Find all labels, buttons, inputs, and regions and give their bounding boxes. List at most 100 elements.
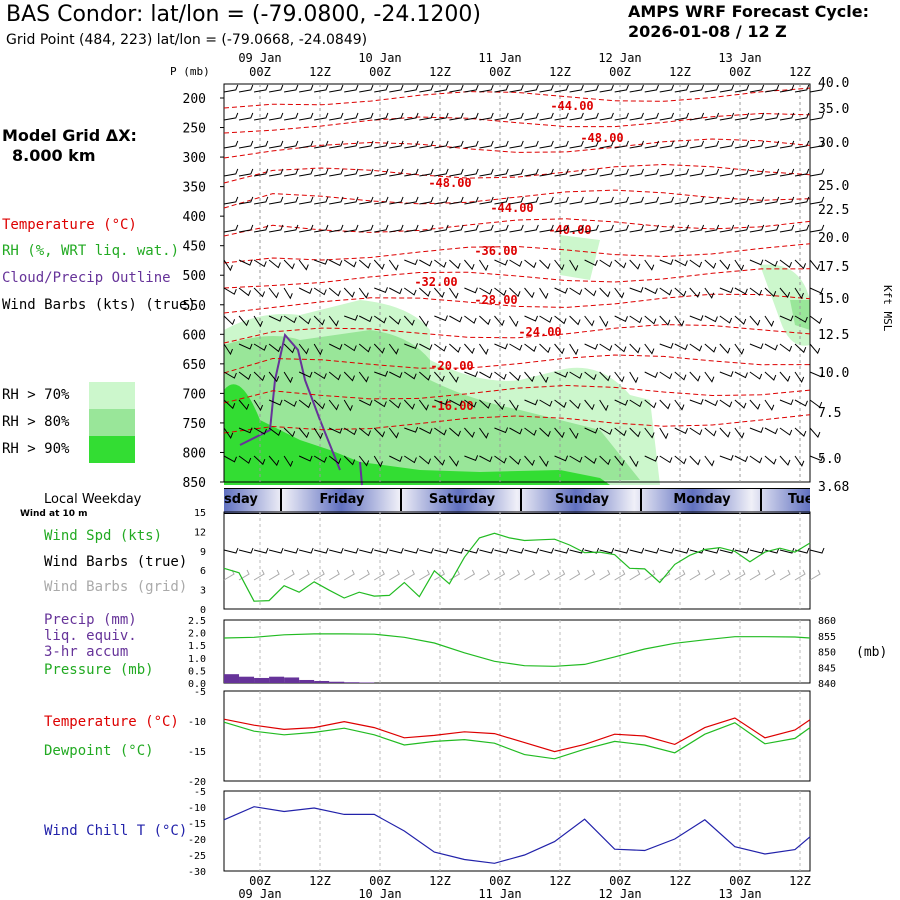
- wind-barb: [223, 84, 239, 93]
- wind-barb: [223, 315, 236, 326]
- wind-barb: [764, 84, 780, 93]
- wind-barb: [644, 343, 655, 355]
- wind-barb: [509, 455, 521, 465]
- wind-barb: [674, 399, 685, 411]
- rh-swatch-70: [89, 382, 135, 409]
- temperature-contour: [223, 324, 811, 344]
- wind-barb: [674, 84, 690, 93]
- wind-barb: [689, 224, 705, 233]
- wind-barb: [329, 112, 344, 121]
- wind-barb-true: [719, 547, 735, 554]
- wind-barb: [374, 140, 389, 149]
- wind-at-label: Wind at 10 m: [20, 509, 88, 519]
- wind-barb: [659, 342, 674, 349]
- wind-barb: [253, 287, 266, 298]
- wind-barb: [749, 399, 761, 410]
- wind-barb: [479, 259, 489, 272]
- wind-barb: [659, 196, 675, 205]
- wind-barb: [749, 287, 763, 296]
- wind-barb: [359, 140, 374, 149]
- wind-barb: [794, 140, 810, 149]
- wind-barb: [704, 427, 717, 437]
- wind-barb: [659, 224, 675, 233]
- wind-barb: [719, 427, 731, 438]
- pressure-tick: 400: [183, 210, 206, 225]
- wind-barb: [509, 399, 519, 411]
- wind-barb: [419, 112, 434, 121]
- wind-barb-grid: [689, 569, 701, 581]
- wind-barb: [283, 287, 293, 300]
- wind-barb: [674, 343, 688, 351]
- wind-barb-true: [329, 547, 344, 554]
- wind-barb-true: [238, 547, 254, 554]
- wind-barb: [343, 287, 355, 298]
- wind-barb: [749, 427, 764, 433]
- wind-barb: [359, 196, 374, 205]
- temperature-frame: [223, 690, 811, 782]
- wind-barb: [659, 315, 671, 326]
- height-tick: 5.0: [818, 452, 841, 467]
- wind-barb: [494, 315, 505, 327]
- wind-barb: [794, 315, 808, 323]
- wind-barb: [524, 168, 539, 177]
- time-tick-top: 12Z: [549, 65, 571, 79]
- wind-barb: [614, 399, 629, 406]
- wind-barb: [418, 287, 431, 297]
- wind-barb-grid: [404, 569, 415, 581]
- wind-barb: [524, 196, 539, 205]
- wind-barb: [674, 168, 690, 177]
- wind-barb: [764, 315, 775, 327]
- wind-barb: [374, 370, 389, 377]
- wind-barb: [404, 224, 419, 233]
- wind-barb: [328, 427, 343, 434]
- kft-label: Kft MSL: [881, 285, 894, 332]
- wind-barb: [599, 315, 609, 328]
- temperature-contour-label: -44.00: [490, 201, 533, 215]
- wind-barb-true: [449, 547, 464, 554]
- wind-barb: [779, 315, 794, 322]
- wind-barb-grid: [629, 569, 641, 581]
- wind-barb: [554, 168, 569, 177]
- wind-barb: [524, 224, 539, 233]
- wind-barb: [284, 196, 299, 205]
- wind-barb: [524, 343, 537, 352]
- wind-barb: [313, 315, 325, 326]
- precip-bar: [329, 681, 345, 683]
- wind-barb: [494, 140, 509, 149]
- wind-chill-tick: -15: [188, 819, 206, 830]
- wind-barb: [448, 371, 459, 383]
- wind-barb: [253, 259, 267, 268]
- wind-barb: [809, 315, 823, 324]
- date-label-top: 09 Jan: [238, 51, 281, 65]
- date-label-top: 10 Jan: [358, 51, 401, 65]
- wind-barb: [419, 343, 433, 351]
- wind-barb: [494, 427, 509, 434]
- wind-barb: [464, 343, 475, 355]
- wind-barb: [359, 84, 374, 93]
- wind-speed-tick: 6: [200, 566, 206, 577]
- wind-barb: [283, 315, 297, 324]
- wind-barb: [223, 168, 239, 177]
- weekday-3: Sunday: [520, 489, 642, 511]
- wind-barb: [674, 224, 690, 233]
- wind-barb: [343, 371, 355, 382]
- wind-chill-frame: [223, 790, 811, 872]
- wind-barb-grid: [749, 569, 761, 581]
- wind-barb: [449, 315, 463, 323]
- wind-barb-true: [734, 547, 750, 554]
- pressure-tick: 300: [183, 151, 206, 166]
- wind-barb: [554, 455, 569, 462]
- pressure-line: [223, 633, 811, 667]
- time-tick-bottom: 12Z: [309, 874, 331, 888]
- wind-barb: [314, 196, 329, 205]
- wind-barb: [464, 427, 475, 438]
- precip-bar: [254, 677, 270, 683]
- wind-barb-grid: [358, 569, 370, 581]
- wind-barb: [629, 455, 639, 468]
- wind-chill-tick: -25: [188, 851, 206, 862]
- wind-barb: [584, 399, 595, 411]
- wind-barb-grid: [434, 569, 446, 581]
- temperature-contour: [223, 189, 811, 209]
- wind-barb: [689, 140, 705, 149]
- wind-barb: [584, 371, 597, 381]
